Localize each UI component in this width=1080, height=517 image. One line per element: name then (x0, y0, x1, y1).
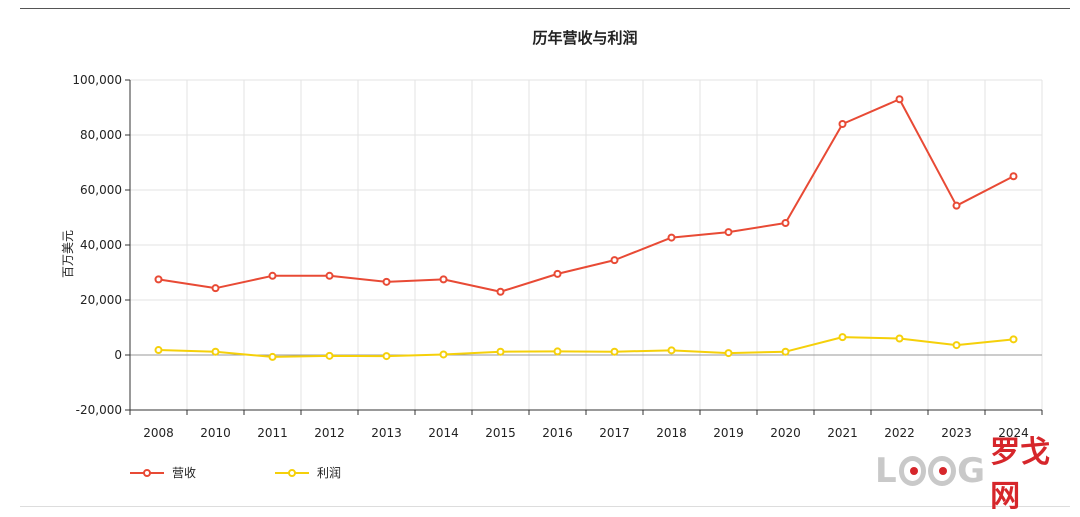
data-point (610, 256, 619, 265)
series-line-2 (158, 336, 1014, 358)
x-tick-label: 2016 (542, 426, 573, 440)
x-tick-label: 2019 (713, 426, 744, 440)
y-tick-label: 0 (114, 348, 122, 362)
y-tick-label: 20,000 (80, 293, 122, 307)
data-point (1009, 172, 1018, 181)
data-point (439, 275, 448, 284)
x-tick-label: 2014 (428, 426, 459, 440)
chart-title: 历年营收与利润 (532, 29, 637, 47)
watermark-letter-l: L (875, 451, 898, 491)
data-point (895, 95, 904, 104)
data-point (268, 271, 277, 280)
x-tick-label: 2020 (770, 426, 801, 440)
x-tick-label: 2012 (314, 426, 345, 440)
data-point (667, 233, 676, 242)
x-tick-label: 2023 (941, 426, 972, 440)
y-tick-label: 40,000 (80, 238, 122, 252)
series-layer (154, 95, 1018, 361)
x-tick-label: 2021 (827, 426, 858, 440)
watermark-letter-g: G (957, 451, 987, 491)
data-point (553, 269, 562, 278)
data-point (667, 346, 676, 355)
data-point (610, 347, 619, 356)
logo-watermark: L G 罗戈网 (875, 435, 1070, 514)
data-point (838, 333, 847, 342)
axes: 100,000 80,000 60,000 40,000 20,000 0 -20,000 2… (72, 73, 1043, 440)
data-point (1009, 335, 1018, 344)
data-point (325, 271, 334, 280)
legend-label: 营收 (172, 466, 196, 480)
data-point (952, 341, 961, 350)
line-chart: 历年营收与利润 百万美元 100,000 80,000 60,000 40,000 20… (61, 29, 1043, 480)
data-point (553, 347, 562, 356)
data-point (382, 277, 391, 286)
watermark-ring-icon (928, 456, 957, 486)
grid (129, 79, 1043, 411)
x-tick-label: 2017 (599, 426, 630, 440)
y-tick-label: 100,000 (72, 73, 122, 87)
x-tick-label: 2015 (485, 426, 516, 440)
data-point (325, 351, 334, 360)
data-point (439, 350, 448, 359)
y-tick-label: -20,000 (76, 403, 122, 417)
chart-frame: 历年营收与利润 百万美元 100,000 80,000 60,000 40,000 20… (20, 8, 1070, 514)
data-point (781, 219, 790, 227)
y-axis-label: 百万美元 (61, 230, 75, 278)
data-point (211, 347, 220, 356)
y-tick-label: 80,000 (80, 128, 122, 142)
data-point (211, 284, 220, 293)
data-point (382, 352, 391, 361)
x-tick-label: 2018 (656, 426, 687, 440)
data-point (838, 120, 847, 128)
legend-swatch-marker (143, 469, 151, 477)
legend-swatch-marker (288, 469, 296, 477)
series-line-1 (158, 98, 1014, 293)
data-point (154, 275, 163, 284)
x-tick-label: 2010 (200, 426, 231, 440)
data-point (895, 334, 904, 343)
x-tick-label: 2011 (257, 426, 288, 440)
data-point (496, 287, 505, 296)
legend-label: 利润 (317, 466, 341, 480)
data-point (724, 228, 733, 237)
data-point (781, 347, 790, 356)
x-tick-label: 2022 (884, 426, 915, 440)
x-tick-label: 2008 (143, 426, 174, 440)
data-point (268, 352, 277, 361)
y-tick-label: 60,000 (80, 183, 122, 197)
watermark-ring-icon (898, 456, 927, 486)
data-point (952, 201, 961, 210)
x-tick-label: 2024 (998, 426, 1029, 440)
legend: 营收 利润 (130, 466, 341, 480)
x-tick-label: 2013 (371, 426, 402, 440)
watermark-brand-text: 罗戈网 (990, 435, 1051, 514)
data-point (724, 349, 733, 358)
data-point (154, 346, 163, 355)
data-point (496, 347, 505, 356)
